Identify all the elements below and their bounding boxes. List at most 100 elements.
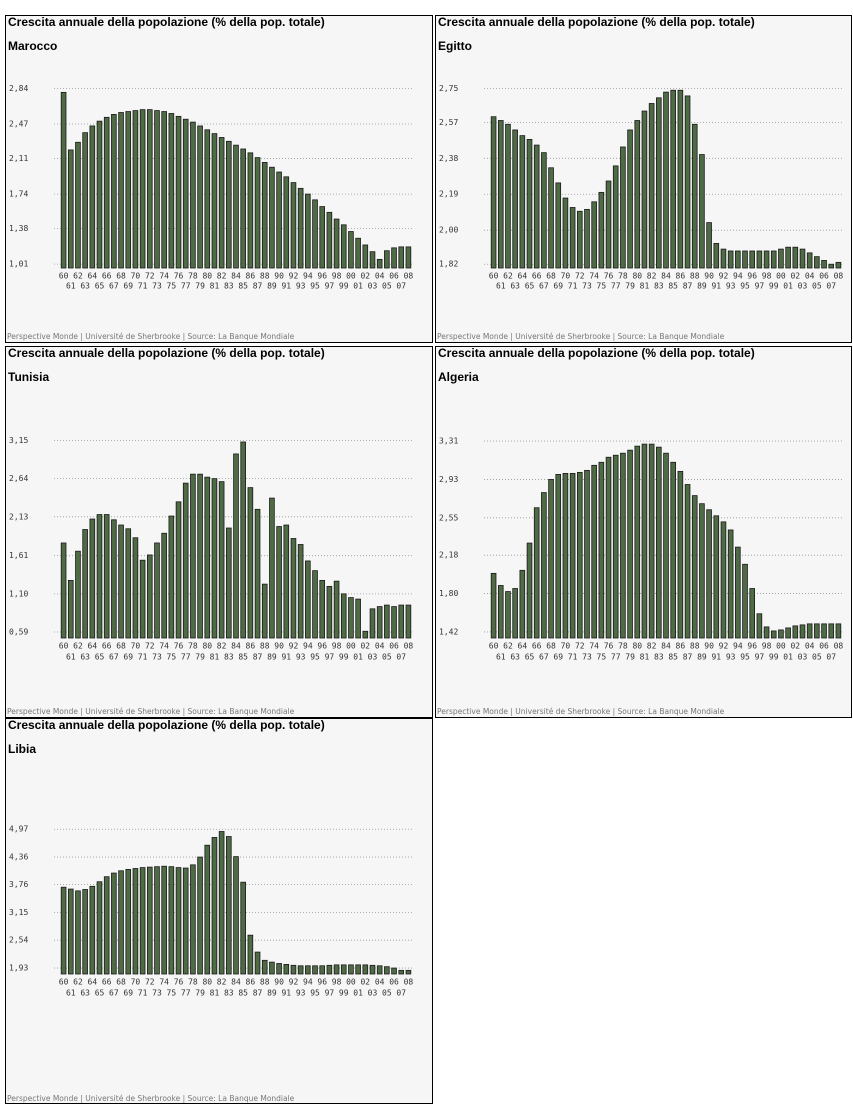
x-tick-label: 05 [382, 282, 392, 291]
x-tick-label: 06 [819, 642, 829, 651]
bar [814, 623, 820, 639]
bar [240, 441, 246, 639]
x-tick-label: 89 [267, 282, 277, 291]
bar [821, 260, 827, 269]
bar [663, 91, 669, 269]
bar [326, 964, 333, 975]
x-tick-label: 81 [210, 282, 220, 291]
bar [641, 110, 648, 269]
bar [261, 162, 268, 269]
x-tick-label: 05 [382, 989, 392, 998]
bar [785, 246, 791, 269]
x-tick-label: 71 [138, 282, 148, 291]
bar [103, 876, 110, 975]
x-tick-label: 00 [346, 272, 356, 281]
x-tick-label: 78 [188, 642, 198, 651]
x-tick-label: 67 [109, 989, 119, 998]
bar [490, 116, 497, 269]
bar [139, 867, 146, 975]
bar [591, 201, 597, 269]
bar [146, 554, 153, 639]
x-tick-label: 08 [834, 642, 844, 651]
x-tick-label: 94 [303, 272, 313, 281]
x-tick-label: 01 [353, 653, 363, 662]
source-footer: Perspective Monde | Université de Sherbr… [437, 332, 725, 341]
bar [247, 934, 254, 975]
bar [190, 864, 196, 975]
bar [333, 580, 340, 639]
bar [89, 885, 96, 975]
x-tick-label: 70 [131, 978, 141, 987]
x-tick-label: 93 [726, 653, 736, 662]
bar [620, 146, 626, 269]
bar [355, 964, 361, 975]
y-tick-label: 1,61 [9, 551, 28, 560]
x-tick-label: 63 [510, 653, 520, 662]
x-tick-label: 97 [325, 989, 335, 998]
x-tick-label: 03 [368, 989, 378, 998]
x-tick-label: 73 [152, 653, 162, 662]
bar [742, 250, 748, 269]
x-tick-label: 07 [826, 282, 836, 291]
bar [497, 585, 504, 639]
bar [720, 248, 727, 269]
bar [118, 112, 124, 269]
x-tick-label: 99 [339, 282, 349, 291]
bar [785, 627, 791, 639]
bar [96, 120, 103, 269]
x-tick-label: 99 [339, 653, 349, 662]
x-tick-label: 93 [726, 282, 736, 291]
x-tick-label: 68 [546, 642, 556, 651]
x-tick-label: 71 [138, 989, 148, 998]
bar [254, 508, 261, 639]
bar [96, 514, 103, 639]
x-tick-label: 94 [733, 642, 743, 651]
x-tick-label: 82 [647, 272, 657, 281]
x-tick-label: 85 [238, 653, 248, 662]
bar [605, 180, 612, 269]
x-tick-label: 73 [582, 653, 592, 662]
x-tick-label: 69 [553, 653, 563, 662]
x-tick-label: 80 [202, 642, 212, 651]
bar [778, 629, 784, 639]
x-tick-label: 62 [73, 978, 83, 987]
x-tick-label: 71 [568, 653, 578, 662]
bar [75, 890, 81, 975]
x-tick-label: 90 [274, 642, 284, 651]
bar [369, 608, 376, 639]
x-tick-label: 60 [59, 272, 69, 281]
x-tick-label: 01 [783, 282, 793, 291]
x-tick-label: 79 [625, 282, 635, 291]
bar [735, 546, 741, 639]
bar [821, 623, 827, 639]
x-tick-label: 87 [683, 282, 693, 291]
x-tick-label: 77 [181, 989, 191, 998]
x-tick-label: 71 [138, 653, 148, 662]
x-tick-label: 02 [360, 642, 370, 651]
x-tick-label: 61 [66, 282, 76, 291]
x-tick-label: 06 [389, 272, 399, 281]
x-tick-label: 61 [66, 653, 76, 662]
bar [648, 103, 655, 269]
x-tick-label: 00 [776, 272, 786, 281]
bar [391, 247, 397, 269]
bar [828, 623, 835, 639]
bar [226, 836, 232, 975]
y-tick-label: 1,38 [9, 224, 28, 233]
x-tick-label: 72 [575, 272, 585, 281]
x-tick-label: 92 [719, 642, 729, 651]
x-tick-label: 61 [496, 653, 506, 662]
x-tick-label: 89 [267, 989, 277, 998]
x-tick-label: 69 [123, 653, 133, 662]
bar [562, 197, 569, 269]
y-tick-label: 3,15 [9, 908, 28, 917]
x-tick-label: 07 [396, 282, 406, 291]
bar [620, 452, 626, 639]
x-tick-label: 03 [798, 282, 808, 291]
x-tick-label: 79 [195, 282, 205, 291]
y-tick-label: 2,93 [439, 475, 458, 484]
x-tick-label: 97 [755, 653, 765, 662]
bar [132, 110, 139, 269]
x-tick-label: 80 [202, 272, 212, 281]
bar [326, 585, 333, 639]
